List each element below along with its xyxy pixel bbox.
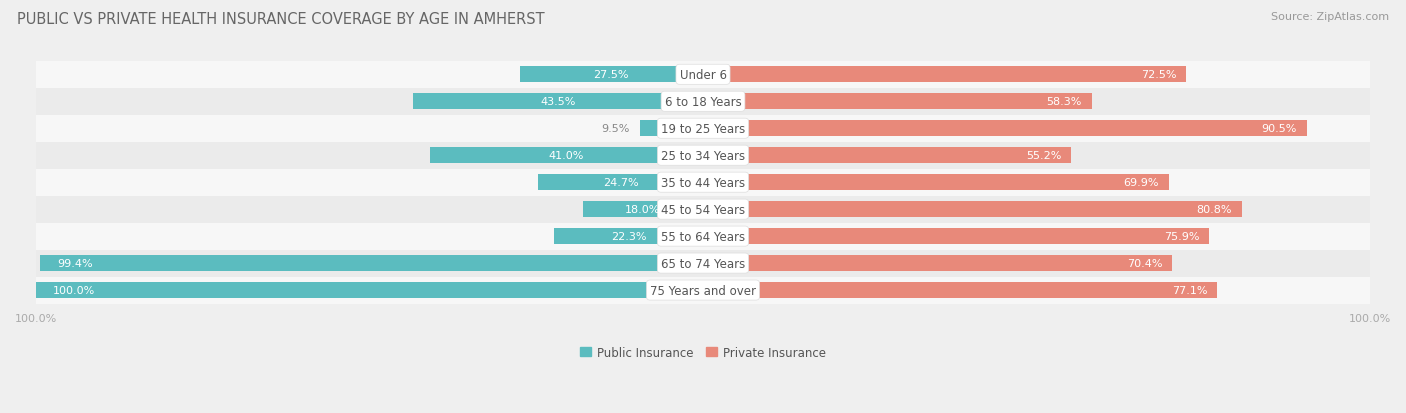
Bar <box>37 250 1369 277</box>
Bar <box>37 196 1369 223</box>
Bar <box>703 67 1187 83</box>
Bar <box>703 94 1092 110</box>
Text: 55 to 64 Years: 55 to 64 Years <box>661 230 745 243</box>
Bar <box>583 202 703 218</box>
Bar <box>520 67 703 83</box>
Bar <box>703 202 1241 218</box>
Bar <box>41 255 703 271</box>
Bar <box>430 148 703 164</box>
Bar <box>703 228 1209 244</box>
Bar <box>37 277 1369 304</box>
Bar <box>538 175 703 191</box>
Text: 80.8%: 80.8% <box>1197 204 1232 215</box>
Text: 25 to 34 Years: 25 to 34 Years <box>661 150 745 162</box>
Text: 27.5%: 27.5% <box>593 70 628 80</box>
Text: 24.7%: 24.7% <box>603 178 638 188</box>
Bar <box>37 223 1369 250</box>
Bar <box>37 62 1369 88</box>
Text: 22.3%: 22.3% <box>610 232 647 242</box>
Bar <box>37 169 1369 196</box>
Text: 77.1%: 77.1% <box>1171 285 1208 295</box>
Text: 75 Years and over: 75 Years and over <box>650 284 756 297</box>
Text: 70.4%: 70.4% <box>1128 259 1163 268</box>
Bar <box>37 282 703 299</box>
Text: 19 to 25 Years: 19 to 25 Years <box>661 122 745 135</box>
Bar <box>703 255 1173 271</box>
Bar <box>37 88 1369 116</box>
Text: 100.0%: 100.0% <box>53 285 96 295</box>
Bar <box>37 116 1369 142</box>
Text: 65 to 74 Years: 65 to 74 Years <box>661 257 745 270</box>
Bar <box>413 94 703 110</box>
Text: 72.5%: 72.5% <box>1142 70 1177 80</box>
Text: Under 6: Under 6 <box>679 69 727 82</box>
Bar <box>554 228 703 244</box>
Text: 18.0%: 18.0% <box>626 204 661 215</box>
Text: 43.5%: 43.5% <box>540 97 575 107</box>
Legend: Public Insurance, Private Insurance: Public Insurance, Private Insurance <box>579 346 827 359</box>
Text: 9.5%: 9.5% <box>602 124 630 134</box>
Text: 35 to 44 Years: 35 to 44 Years <box>661 176 745 189</box>
Text: 69.9%: 69.9% <box>1123 178 1159 188</box>
Bar <box>703 148 1071 164</box>
Bar <box>703 121 1306 137</box>
Text: 90.5%: 90.5% <box>1261 124 1296 134</box>
Text: PUBLIC VS PRIVATE HEALTH INSURANCE COVERAGE BY AGE IN AMHERST: PUBLIC VS PRIVATE HEALTH INSURANCE COVER… <box>17 12 544 27</box>
Text: 41.0%: 41.0% <box>548 151 583 161</box>
Bar <box>640 121 703 137</box>
Text: 45 to 54 Years: 45 to 54 Years <box>661 203 745 216</box>
Bar <box>37 142 1369 169</box>
Bar <box>703 282 1218 299</box>
Text: 99.4%: 99.4% <box>56 259 93 268</box>
Bar <box>703 175 1170 191</box>
Text: 6 to 18 Years: 6 to 18 Years <box>665 95 741 109</box>
Text: 55.2%: 55.2% <box>1026 151 1062 161</box>
Text: 58.3%: 58.3% <box>1046 97 1081 107</box>
Text: 75.9%: 75.9% <box>1164 232 1199 242</box>
Text: Source: ZipAtlas.com: Source: ZipAtlas.com <box>1271 12 1389 22</box>
